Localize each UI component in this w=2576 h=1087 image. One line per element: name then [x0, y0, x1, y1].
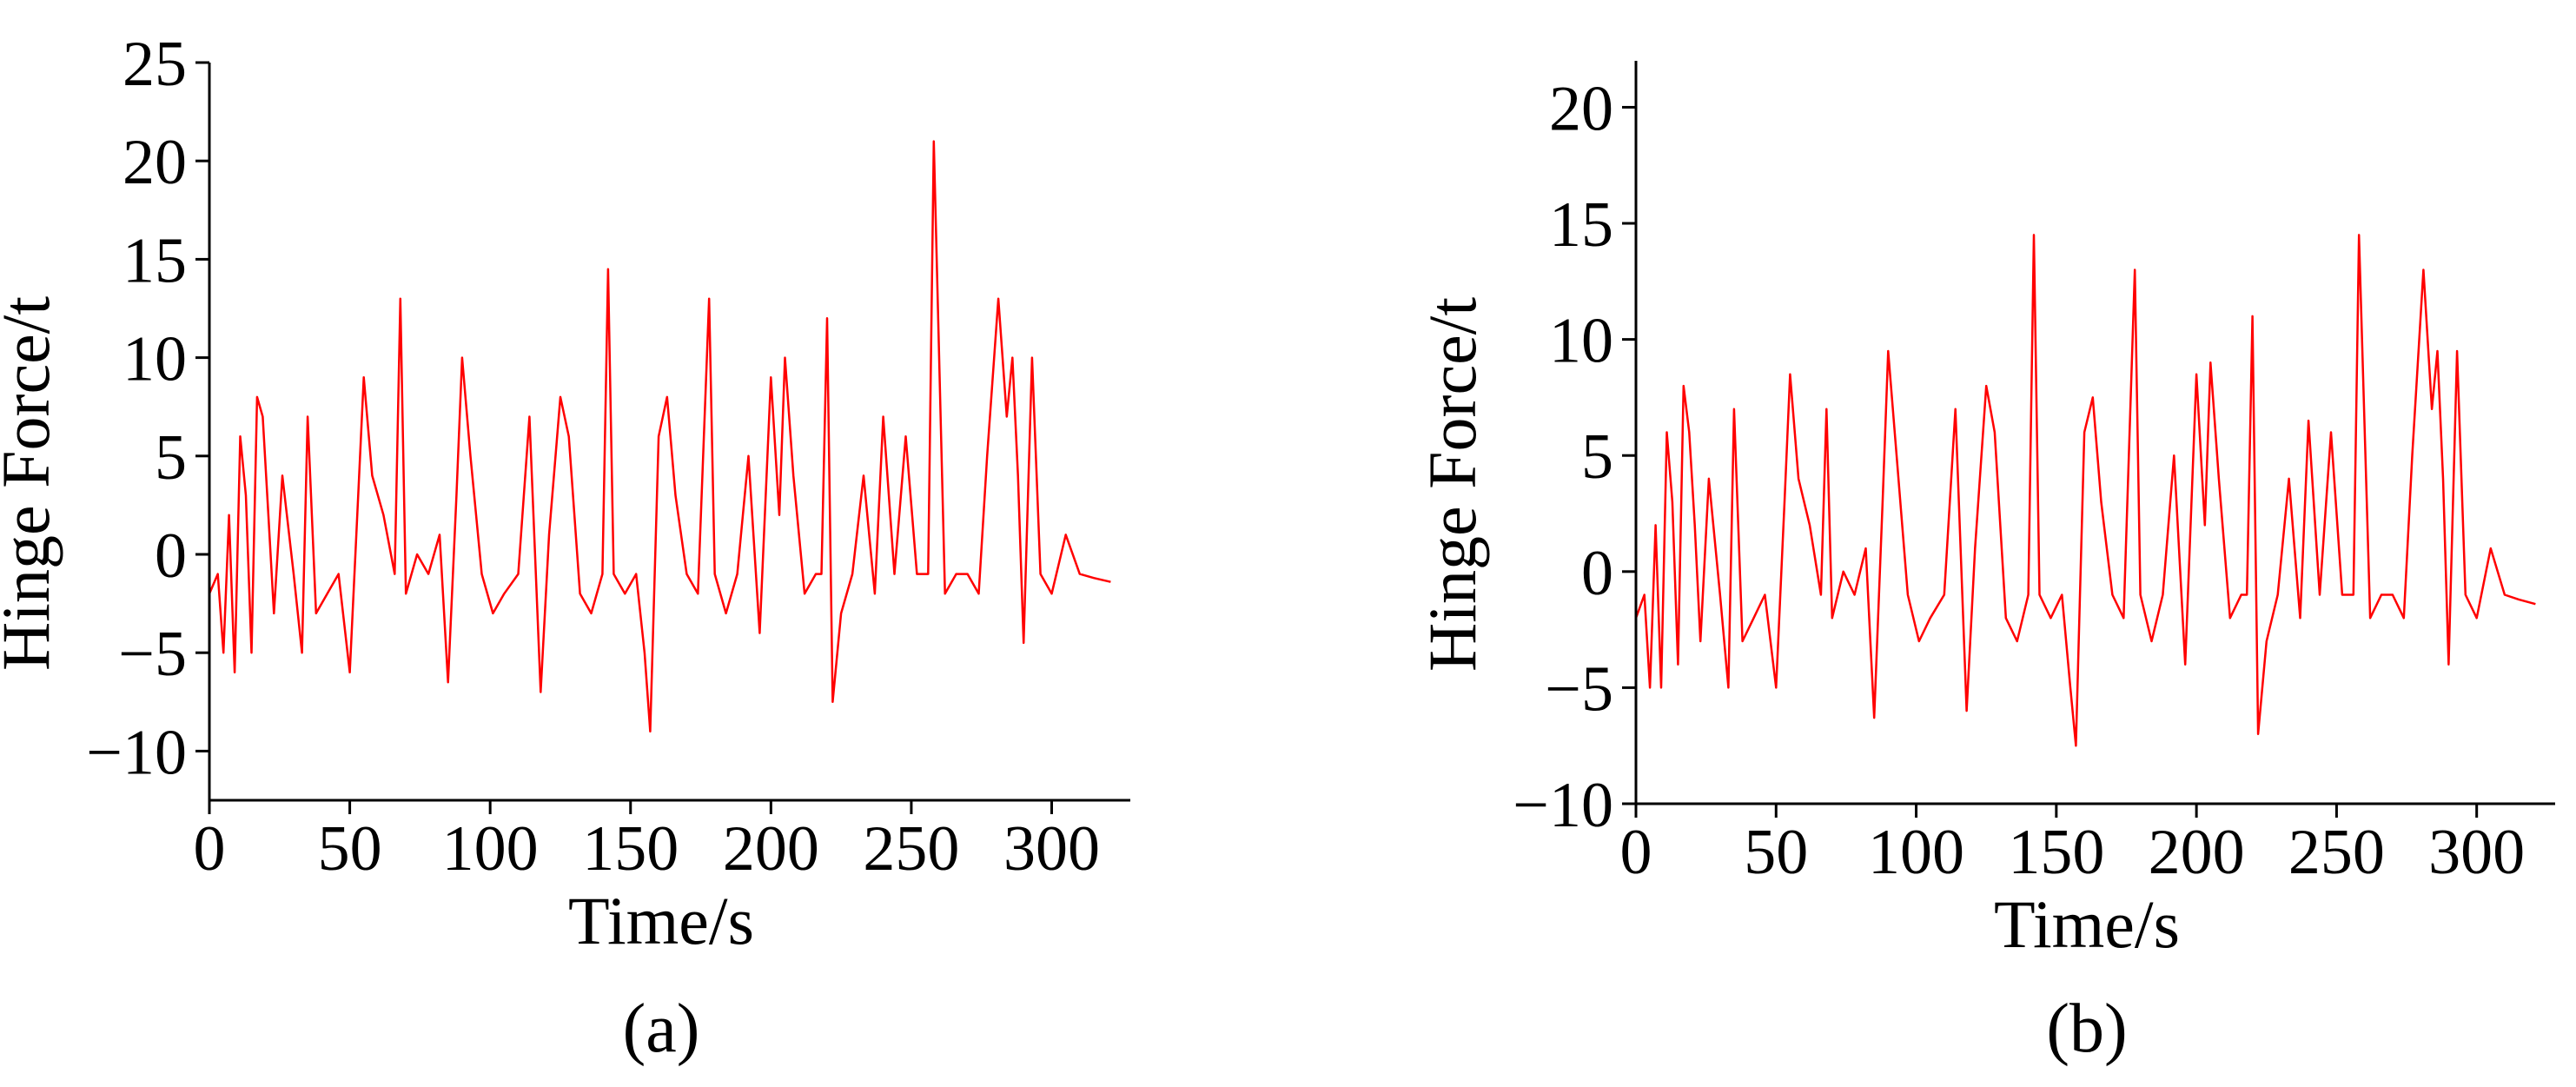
x-tick-label: 100: [1868, 817, 1964, 888]
panel-caption: (a): [623, 991, 700, 1067]
x-tick-label: 200: [723, 813, 819, 885]
y-tick-label: 5: [155, 422, 187, 494]
y-tick-label: 20: [1549, 73, 1613, 144]
x-tick-label: 150: [2008, 817, 2104, 888]
y-tick-label: 5: [1581, 421, 1613, 493]
y-tick-label: 20: [123, 127, 187, 198]
y-tick-label: 15: [1549, 189, 1613, 261]
data-line: [208, 140, 1111, 733]
y-axis-label: Hinge Force/t: [1414, 297, 1490, 672]
x-tick-label: 50: [318, 813, 382, 885]
data-line: [1634, 234, 2536, 747]
panel-caption: (b): [2046, 991, 2127, 1067]
x-tick-label: 100: [442, 813, 539, 885]
x-axis-label: Time/s: [1994, 886, 2180, 962]
y-tick-label: 0: [1581, 538, 1613, 609]
x-tick-label: 50: [1744, 817, 1808, 888]
y-axis-label: Hinge Force/t: [0, 296, 63, 671]
x-tick-label: 300: [2428, 817, 2525, 888]
y-tick-label: −10: [1513, 770, 1613, 841]
y-tick-label: −5: [118, 619, 187, 690]
x-axis-label: Time/s: [568, 883, 754, 958]
x-tick-label: 300: [1003, 813, 1100, 885]
x-tick-label: 0: [194, 813, 226, 885]
x-tick-label: 0: [1620, 817, 1652, 888]
x-tick-label: 200: [2149, 817, 2245, 888]
y-tick-label: 15: [123, 225, 187, 296]
y-tick-label: −5: [1545, 653, 1613, 725]
y-tick-label: −10: [86, 717, 187, 788]
x-tick-label: 250: [2288, 817, 2385, 888]
y-tick-label: 10: [123, 324, 187, 395]
x-tick-label: 150: [582, 813, 679, 885]
x-tick-label: 250: [863, 813, 959, 885]
y-tick-label: 10: [1549, 306, 1613, 377]
y-tick-label: 25: [123, 29, 187, 100]
y-tick-label: 0: [155, 520, 187, 592]
